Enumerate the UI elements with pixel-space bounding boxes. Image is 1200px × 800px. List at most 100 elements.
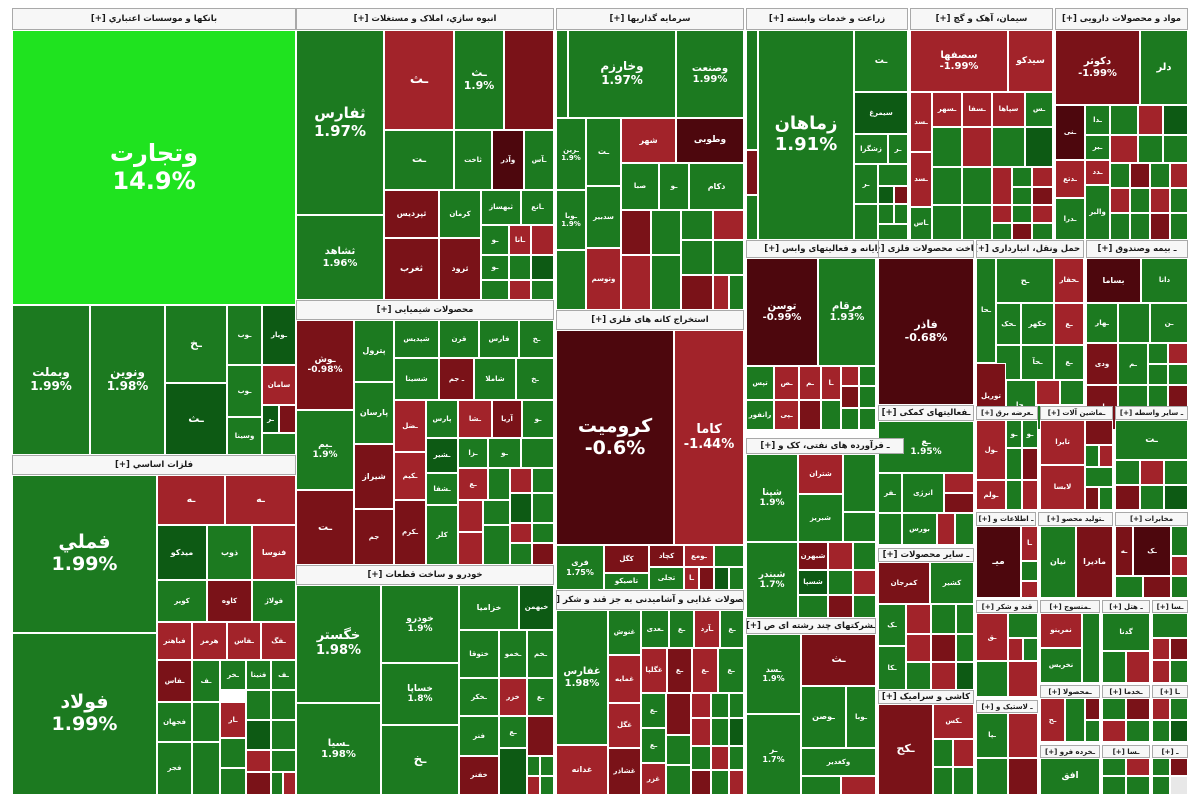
stock-tile-غفارس[interactable]: غفارس 1.98%: [556, 610, 608, 745]
stock-tile-شسینا[interactable]: شسینا: [394, 358, 439, 400]
stock-tile-زشگزا[interactable]: زشگزا: [854, 134, 888, 164]
stock-tile[interactable]: [859, 366, 876, 386]
stock-tile[interactable]: [956, 604, 974, 634]
stock-tile[interactable]: [499, 748, 527, 795]
sector-header-conglomerate[interactable]: ـشرکتهای چند رشته ای ص [+]: [746, 618, 876, 634]
stock-tile[interactable]: [283, 772, 296, 795]
stock-tile-ـشفا[interactable]: ـشفا: [426, 473, 458, 505]
stock-tile[interactable]: [1006, 480, 1022, 510]
stock-tile-ـکیم[interactable]: ـکیم: [394, 452, 426, 500]
stock-tile-انرژی[interactable]: انرژی: [902, 473, 944, 513]
stock-tile[interactable]: [828, 570, 853, 595]
stock-tile[interactable]: [1140, 485, 1164, 510]
stock-tile[interactable]: [1008, 638, 1023, 661]
stock-tile-غنوش[interactable]: غنوش: [608, 610, 641, 655]
stock-tile[interactable]: [246, 750, 271, 772]
stock-tile[interactable]: [828, 542, 853, 570]
stock-tile-شسپا[interactable]: شسپا: [798, 570, 828, 595]
stock-tile-ـضل[interactable]: ـضل: [394, 400, 426, 452]
stock-tile[interactable]: [531, 280, 554, 300]
stock-tile-شهر[interactable]: شهر: [621, 118, 676, 163]
stock-tile[interactable]: [729, 718, 744, 746]
stock-tile-ـو[interactable]: ـو: [481, 225, 509, 255]
stock-tile[interactable]: [262, 433, 296, 455]
stock-tile-ـت[interactable]: ـت: [296, 490, 354, 565]
stock-tile-ـح[interactable]: ـح: [1040, 698, 1065, 742]
sector-header-investment[interactable]: سرمایه گذاریها [+]: [556, 8, 744, 30]
stock-tile-نمرینو[interactable]: نمرینو: [1040, 613, 1082, 648]
stock-tile[interactable]: [246, 690, 271, 720]
stock-tile-ثبهساز[interactable]: ثبهساز: [481, 190, 521, 225]
stock-tile[interactable]: [1170, 758, 1188, 776]
stock-tile[interactable]: [1102, 651, 1126, 683]
stock-tile[interactable]: [1085, 720, 1100, 742]
stock-tile-ـت[interactable]: ـت: [586, 118, 621, 186]
stock-tile[interactable]: [976, 661, 1008, 697]
stock-tile-کچاد[interactable]: کچاد: [649, 545, 684, 567]
stock-tile[interactable]: [937, 513, 955, 545]
stock-tile-لابسا[interactable]: لابسا: [1040, 465, 1085, 510]
stock-tile[interactable]: [878, 186, 894, 204]
stock-tile[interactable]: [504, 30, 554, 130]
stock-tile-ـزا[interactable]: ـزا: [458, 438, 488, 468]
stock-tile[interactable]: [1110, 135, 1138, 163]
stock-tile-ـآس[interactable]: ـآس: [524, 130, 554, 190]
sector-header-banks[interactable]: بانکها و موسسات اعتباري [+]: [12, 8, 296, 30]
stock-tile-ـفاس[interactable]: ـفاس: [157, 660, 192, 702]
stock-tile-کلر[interactable]: کلر: [426, 505, 458, 565]
stock-tile-ـن[interactable]: ـن: [1150, 303, 1188, 343]
stock-tile[interactable]: [1110, 105, 1138, 135]
stock-tile-ـرین[interactable]: ـرین 1.9%: [556, 118, 586, 190]
stock-tile[interactable]: [651, 210, 681, 255]
stock-tile-ـهار[interactable]: ـهار: [1086, 303, 1118, 343]
sector-header-rubber[interactable]: ـ لاستیک و [+]: [976, 700, 1038, 713]
stock-tile-کاما[interactable]: کاما -1.44%: [674, 330, 744, 545]
stock-tile[interactable]: [556, 30, 568, 118]
stock-tile-رانفور[interactable]: رانفور: [746, 400, 774, 430]
stock-tile[interactable]: [711, 746, 729, 770]
stock-tile-ـه[interactable]: ـه: [157, 475, 225, 525]
stock-tile-ـث[interactable]: ـث 1.9%: [454, 30, 504, 130]
stock-tile-ـفر[interactable]: ـفر: [878, 473, 902, 513]
stock-tile[interactable]: [1130, 188, 1150, 213]
stock-tile[interactable]: [1008, 661, 1038, 697]
stock-tile-ـکس[interactable]: ـکس: [933, 704, 974, 739]
stock-tile[interactable]: [746, 30, 758, 150]
stock-tile[interactable]: [1170, 213, 1188, 240]
stock-tile-ذوب[interactable]: ذوب: [207, 525, 252, 580]
stock-tile[interactable]: [1115, 576, 1143, 598]
stock-tile-تجلی[interactable]: تجلی: [649, 567, 684, 590]
stock-tile-ـسهر[interactable]: ـسهر: [932, 92, 962, 127]
stock-tile-کمرجان[interactable]: کمرجان: [878, 562, 930, 604]
stock-tile-پارسان[interactable]: پارسان: [354, 382, 394, 444]
stock-tile[interactable]: [1110, 188, 1130, 213]
stock-tile-ـاس[interactable]: ـاس: [910, 207, 932, 240]
sector-header-sugar[interactable]: قند و شکر [+]: [976, 600, 1038, 613]
stock-tile-ونوین[interactable]: ونوین 1.98%: [90, 305, 165, 455]
stock-tile-ـع[interactable]: ـع: [669, 610, 694, 648]
stock-tile[interactable]: [1170, 188, 1188, 213]
stock-tile[interactable]: [729, 567, 744, 590]
sector-header-sa1[interactable]: ـسا [+]: [1152, 600, 1188, 613]
stock-tile-ـوصن[interactable]: ـوصن: [801, 686, 846, 748]
stock-tile-ـف[interactable]: ـف: [271, 660, 296, 690]
stock-tile[interactable]: [1164, 460, 1188, 485]
stock-tile-میـ[interactable]: میـ: [976, 526, 1021, 598]
stock-tile[interactable]: [1148, 385, 1168, 407]
stock-tile[interactable]: [540, 756, 554, 776]
sector-header-auto[interactable]: خودرو و ساخت قطعات [+]: [296, 565, 554, 585]
stock-tile[interactable]: [691, 770, 711, 795]
stock-tile[interactable]: [271, 690, 296, 720]
stock-tile[interactable]: [1082, 613, 1100, 683]
stock-tile[interactable]: [621, 210, 651, 255]
stock-tile-ـخمو[interactable]: ـخمو: [499, 630, 527, 678]
stock-tile[interactable]: [220, 738, 246, 768]
stock-tile-ـخم[interactable]: ـخم: [527, 630, 554, 678]
stock-tile-والبر[interactable]: والبر: [1085, 185, 1110, 240]
stock-tile-مرقام[interactable]: مرقام 1.93%: [818, 258, 876, 366]
stock-tile-ـخ[interactable]: ـخ: [516, 358, 554, 400]
stock-tile[interactable]: [878, 164, 908, 186]
stock-tile[interactable]: [992, 223, 1012, 240]
stock-tile[interactable]: [1085, 487, 1099, 510]
stock-tile[interactable]: [510, 523, 532, 543]
